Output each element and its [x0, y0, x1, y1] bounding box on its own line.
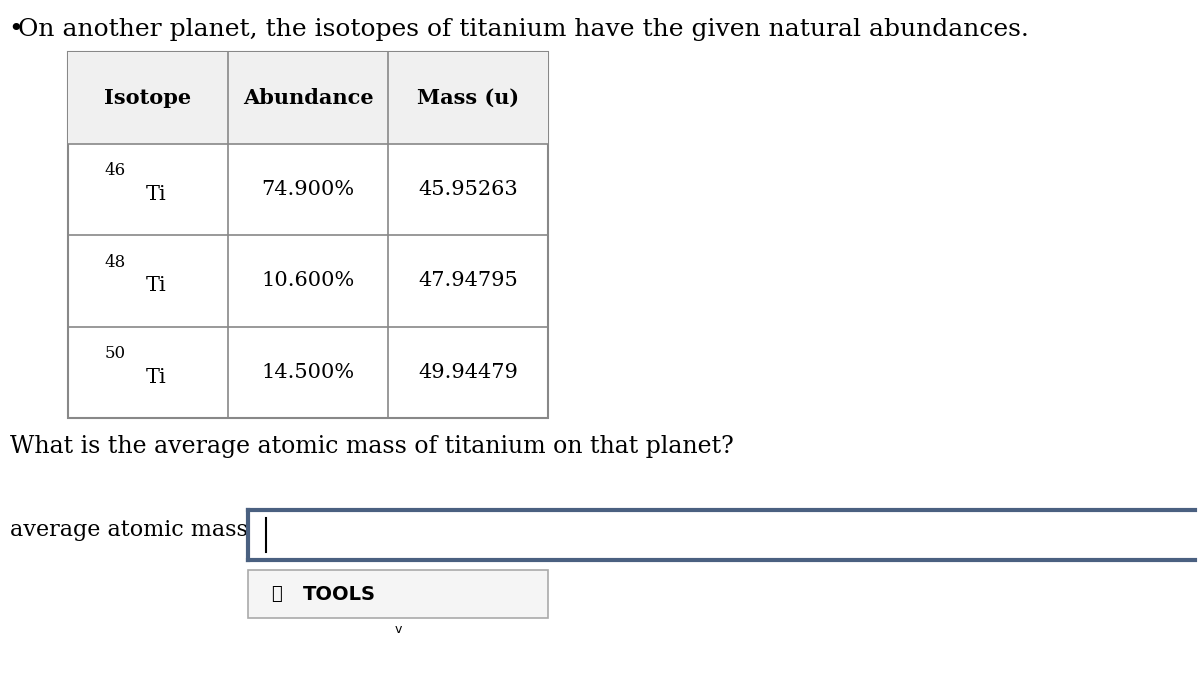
Text: •: •: [8, 18, 23, 41]
Text: 14.500%: 14.500%: [262, 362, 354, 381]
Text: Abundance: Abundance: [242, 88, 373, 107]
Text: 10.600%: 10.600%: [262, 271, 355, 290]
Text: Isotope: Isotope: [104, 88, 192, 107]
Text: On another planet, the isotopes of titanium have the given natural abundances.: On another planet, the isotopes of titan…: [18, 18, 1028, 41]
Text: TOOLS: TOOLS: [302, 585, 376, 604]
Bar: [68, 52, 548, 418]
Text: 49.94479: 49.94479: [418, 362, 518, 381]
Text: 47.94795: 47.94795: [418, 271, 518, 290]
Bar: [248, 570, 548, 618]
Text: 74.900%: 74.900%: [262, 180, 354, 199]
Text: 45.95263: 45.95263: [418, 180, 518, 199]
Text: 50: 50: [104, 345, 126, 362]
Text: 48: 48: [104, 254, 126, 271]
Text: 46: 46: [104, 163, 126, 180]
Text: Mass (u): Mass (u): [416, 88, 520, 107]
Text: What is the average atomic mass of titanium on that planet?: What is the average atomic mass of titan…: [10, 435, 733, 458]
Bar: [248, 510, 1195, 560]
Bar: [68, 52, 548, 143]
Text: Ti: Ti: [146, 368, 167, 387]
Text: Ti: Ti: [146, 276, 167, 295]
Text: ✓: ✓: [271, 585, 281, 603]
Text: v: v: [395, 623, 402, 636]
Text: Ti: Ti: [146, 185, 167, 204]
Text: average atomic mass:: average atomic mass:: [10, 519, 256, 541]
